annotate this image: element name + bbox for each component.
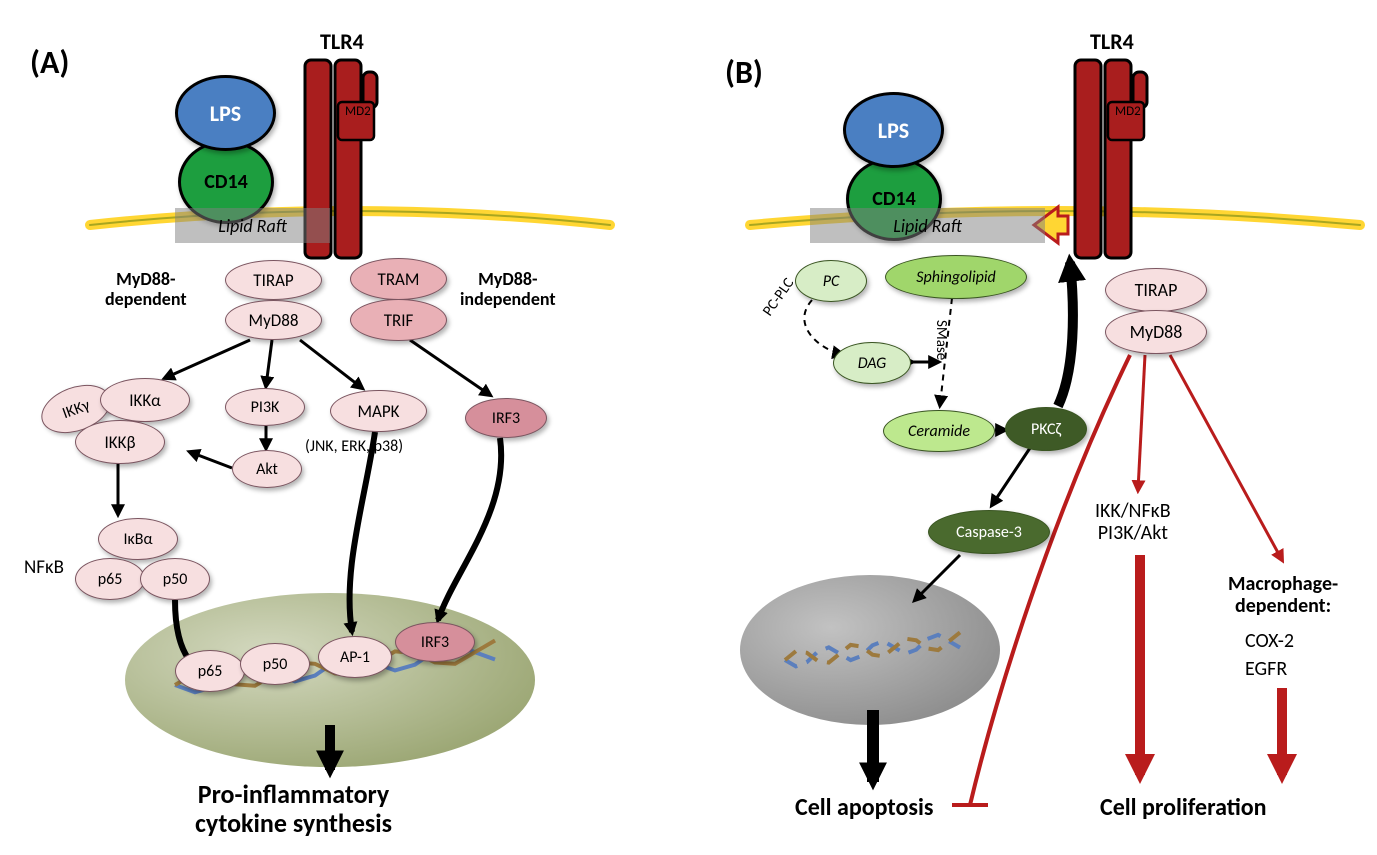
md2-label: MD2 [1115,105,1141,119]
dag-node: DAG [833,342,911,384]
tirap_b-node: TIRAP [1105,268,1207,312]
lipid-raft-box: Lipid Raft [175,208,330,243]
ikkb-node: IKKβ [75,420,165,464]
p50a-node: p50 [140,558,210,600]
sphingo-node: Sphingolipid [885,255,1027,299]
lipid-raft-box: Lipid Raft [810,208,1045,243]
panel-label: (B) [725,55,763,90]
ikba-node: IκBα [98,518,178,560]
panel-label: (A) [30,45,69,80]
ceramide-node: Ceramide [883,410,995,452]
myd88indep-label: MyD88-independent [460,270,556,310]
trif-node: TRIF [350,299,447,341]
nfkb-label: NFκB [24,558,64,579]
irf3b-node: IRF3 [395,622,475,662]
outcome-label: Pro-inflammatorycytokine synthesis [195,780,392,837]
irf3a-node: IRF3 [465,398,547,438]
pcplc-label: PC-PLC [760,275,798,319]
p65b-node: p65 [175,650,245,692]
p50b-node: p50 [240,643,310,685]
smase-label: SMase [933,320,950,360]
jnk-label: (JNK, ERK, p38) [305,438,403,456]
mapk-node: MAPK [330,390,427,432]
ikka-node: IKKα [100,378,190,422]
p65a-node: p65 [75,558,145,600]
akt-node: Akt [232,450,302,488]
tlr4-label: TLR4 [1090,30,1134,54]
tram-node: TRAM [350,258,447,300]
pc-node: PC [795,260,867,302]
myd88-node: MyD88 [225,300,322,340]
pkcz-node: PKCζ [1005,407,1087,451]
cox2-label: COX-2 [1245,630,1294,652]
tlr4-label: TLR4 [320,30,364,54]
apop-label: Cell apoptosis [795,795,933,821]
tirap-node: TIRAP [225,260,322,300]
macrodep-label: Macrophage-dependent: [1228,573,1338,617]
myd88_b-node: MyD88 [1105,310,1207,354]
casp3-node: Caspase-3 [928,510,1050,554]
pi3k-node: PI3K [225,388,305,426]
md2-label: MD2 [345,105,371,119]
ikknfkb-label: IKK/NFκBPI3K/Akt [1095,500,1171,544]
ap1-node: AP-1 [318,636,392,678]
myd88dep-label: MyD88-dependent [105,270,187,310]
lps-node: LPS [175,75,276,151]
egfr-label: EGFR [1245,658,1287,680]
prolif-label: Cell proliferation [1100,795,1267,821]
lps-node: LPS [843,92,944,168]
